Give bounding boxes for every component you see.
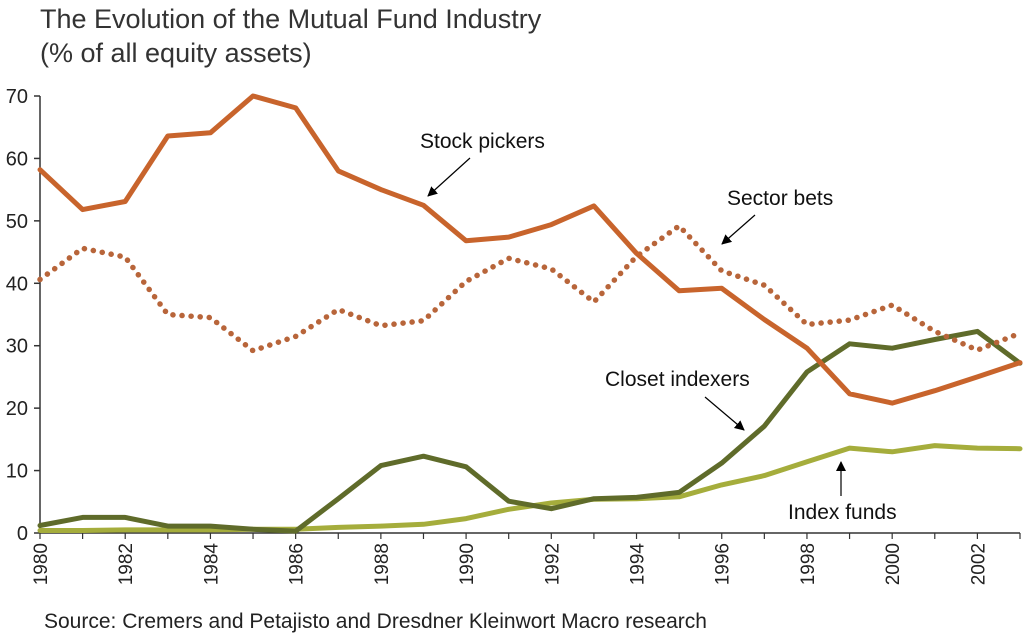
x-tick-label: 1982 [116,543,137,585]
y-tick-label: 10 [6,461,28,483]
series-line-closet-indexers [37,328,1023,534]
series-line-sector-bets [37,223,1023,354]
y-tick-label: 50 [6,211,28,233]
chart-title: The Evolution of the Mutual Fund Industr… [40,2,541,70]
x-tick-label: 1986 [287,543,308,585]
x-tick-label: 1980 [31,543,52,585]
annotation-arrow-sector-bets [721,214,756,245]
title-line-1: The Evolution of the Mutual Fund Industr… [40,4,542,34]
annotation-arrow-stock-pickers [427,157,471,197]
annotation-label-stock-pickers: Stock pickers [420,130,545,153]
series-layer [37,93,1023,534]
y-tick-label: 30 [6,336,28,358]
annotation-label-closet-indexers: Closet indexers [605,368,750,391]
y-tick-label: 70 [6,86,28,108]
annotation-label-index-funds: Index funds [788,501,897,524]
x-tick-label: 1998 [798,543,819,585]
x-tick-label: 1984 [201,543,222,586]
y-tick-label: 0 [17,523,28,545]
x-tick-label: 1988 [372,543,393,585]
title-line-2: (% of all equity assets) [40,38,312,68]
annotation-arrow-closet-indexers [704,396,745,431]
source-note: Source: Cremers and Petajisto and Dresdn… [44,610,707,633]
x-tick-label: 2002 [968,543,989,585]
x-tick-label: 1994 [628,543,649,586]
x-tick-label: 2000 [883,543,904,585]
annotation-label-sector-bets: Sector bets [727,187,833,210]
y-tick-label: 60 [6,148,28,170]
x-tick-label: 1992 [542,543,563,585]
x-tick-label: 1996 [713,543,734,585]
x-tick-label: 1990 [457,543,478,585]
y-tick-label: 20 [6,398,28,420]
annotation-layer: Stock pickers Sector bets Closet indexers I… [420,130,897,524]
y-tick-label: 40 [6,273,28,295]
chart-axes: 0 10 20 30 40 50 60 70 1980 1982 1984 1986 1988 1990 1… [6,86,1021,586]
series-line-stock-pickers [37,93,1023,406]
